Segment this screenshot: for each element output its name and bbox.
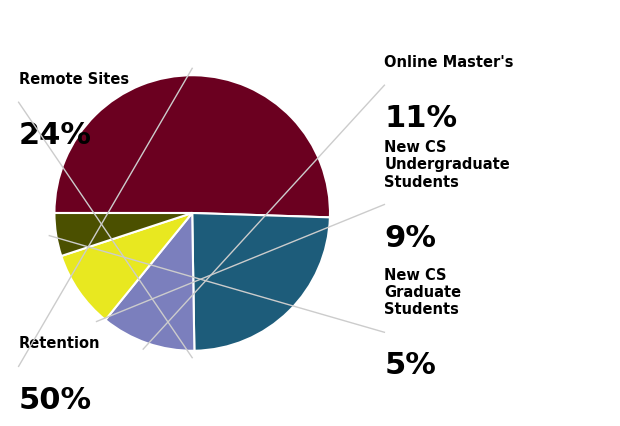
Text: Retention: Retention [19,337,100,351]
Text: New CS
Undergraduate
Students: New CS Undergraduate Students [384,140,510,190]
Text: 5%: 5% [384,351,436,380]
Wedge shape [55,75,330,217]
Text: 50%: 50% [19,386,92,414]
Text: 9%: 9% [384,224,436,253]
Text: Online Master's: Online Master's [384,55,514,70]
Wedge shape [192,213,330,351]
Text: Remote Sites: Remote Sites [19,72,129,87]
Text: 24%: 24% [19,121,92,150]
Text: New CS
Graduate
Students: New CS Graduate Students [384,268,461,317]
Wedge shape [55,213,192,256]
Wedge shape [61,213,192,320]
Text: 11%: 11% [384,104,458,133]
Wedge shape [105,213,195,351]
